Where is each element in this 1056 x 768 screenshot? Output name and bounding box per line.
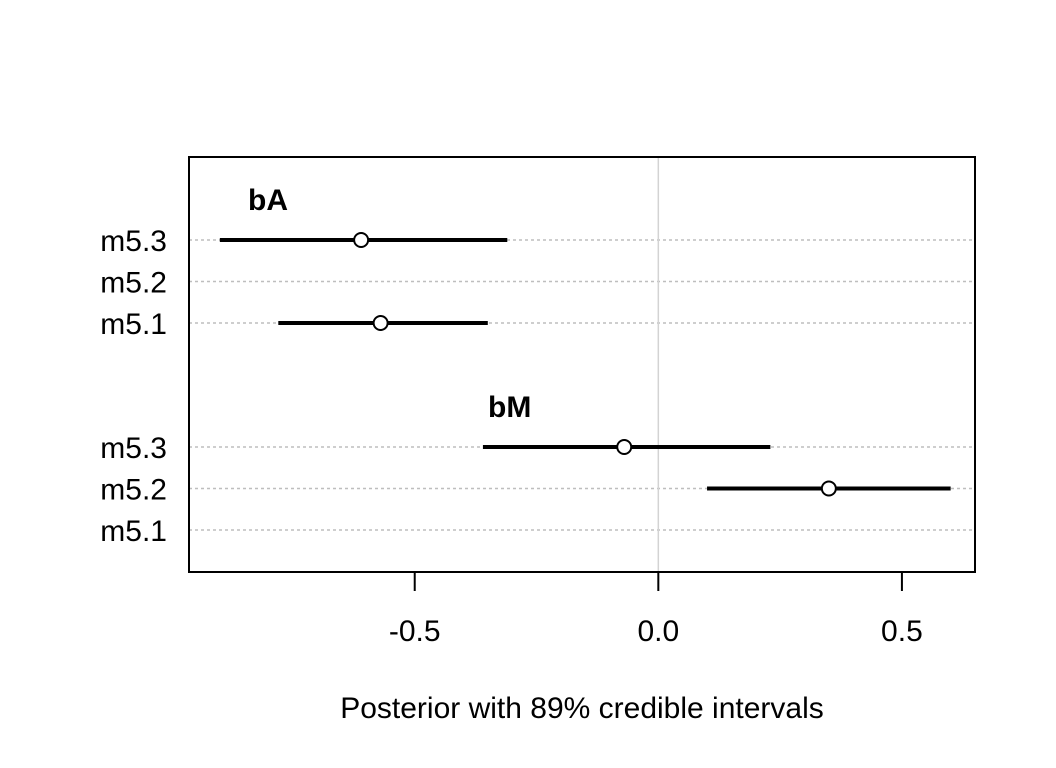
row-label: m5.2 bbox=[100, 474, 167, 507]
x-axis-title: Posterior with 89% credible intervals bbox=[340, 692, 824, 725]
labels-layer: bA m5.3 m5.2 m5.1 bM m5.3 m5.2 m5.1 bbox=[100, 184, 531, 548]
plot-frame bbox=[188, 156, 976, 573]
mean-point-bM-m5.3 bbox=[616, 439, 633, 455]
row-label: m5.1 bbox=[100, 308, 167, 341]
group-label-bA: bA bbox=[248, 184, 288, 217]
x-tick-label: 0.0 bbox=[637, 615, 679, 648]
interval-marks-layer bbox=[219, 232, 951, 497]
row-label: m5.1 bbox=[100, 515, 167, 548]
row-label: m5.3 bbox=[100, 225, 167, 258]
row-label: m5.3 bbox=[100, 432, 167, 465]
mean-point-bM-m5.2 bbox=[820, 480, 837, 497]
x-tick-label: -0.5 bbox=[389, 615, 441, 648]
mean-point-bA-m5.1 bbox=[372, 315, 389, 331]
row-label: m5.2 bbox=[100, 267, 167, 300]
group-label-bM: bM bbox=[488, 391, 531, 424]
x-tick-label: 0.5 bbox=[881, 615, 923, 648]
mean-point-bA-m5.3 bbox=[353, 232, 370, 248]
x-axis: -0.5 0.0 0.5 bbox=[389, 572, 923, 648]
